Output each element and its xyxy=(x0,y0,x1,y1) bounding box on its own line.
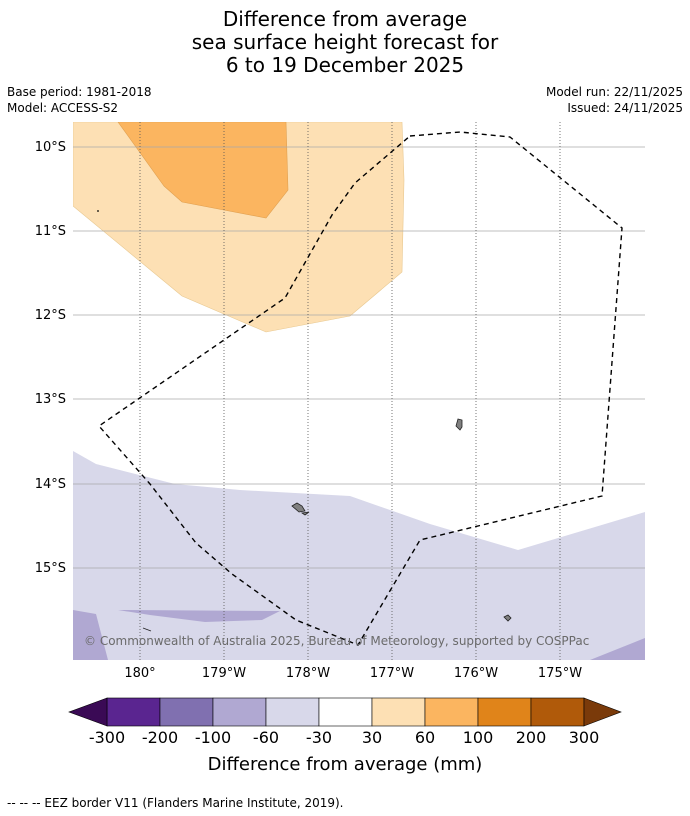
lat-label-15s: 15°S xyxy=(35,561,66,576)
issued-date: Issued: 24/11/2025 xyxy=(567,101,683,115)
island-1 xyxy=(455,418,463,431)
island-2 xyxy=(291,502,306,513)
colorbar-swatch-2 xyxy=(212,697,267,727)
colorbar-tick-6: 60 xyxy=(415,728,435,747)
colorbar-swatch-0 xyxy=(106,697,161,727)
colorbar-tick-4: -30 xyxy=(306,728,332,747)
map-panel: © Commonwealth of Australia 2025, Bureau… xyxy=(73,122,645,660)
colorbar-tick-3: -60 xyxy=(253,728,279,747)
lon-label-177w: 177°W xyxy=(370,666,414,681)
lon-label-180: 180° xyxy=(124,666,155,681)
model-run: Model run: 22/11/2025 xyxy=(545,85,683,99)
lat-labels: 10°S 11°S 12°S 13°S 14°S 15°S xyxy=(35,140,66,576)
lon-label-179w: 179°W xyxy=(202,666,246,681)
lat-label-13s: 13°S xyxy=(35,392,66,407)
colorbar-swatch-7 xyxy=(477,697,532,727)
gridlines xyxy=(73,122,645,660)
lon-labels: 180° 179°W 178°W 177°W 176°W 175°W xyxy=(124,666,582,681)
copyright-watermark: © Commonwealth of Australia 2025, Bureau… xyxy=(84,634,589,648)
colorbar-tick-7: 100 xyxy=(463,728,494,747)
lon-label-178w: 178°W xyxy=(286,666,330,681)
chart-title: Difference from average sea surface heig… xyxy=(0,8,690,77)
meta-left: Base period: 1981-2018 Model: ACCESS-S2 xyxy=(7,84,152,116)
colorbar-tick-8: 200 xyxy=(516,728,547,747)
lon-label-176w: 176°W xyxy=(454,666,498,681)
base-period: Base period: 1981-2018 xyxy=(7,85,152,99)
colorbar-swatch-5 xyxy=(371,697,426,727)
colorbar-extend-low xyxy=(68,697,108,727)
island-3 xyxy=(300,511,310,516)
region-neg-60-100-c xyxy=(590,638,645,660)
lat-label-10s: 10°S xyxy=(35,140,66,155)
colorbar-tick-0: -300 xyxy=(89,728,125,747)
colorbar-tick-2: -100 xyxy=(195,728,231,747)
title-line-1: Difference from average xyxy=(222,7,468,31)
colorbar-label: Difference from average (mm) xyxy=(208,754,483,775)
island-4 xyxy=(503,614,512,622)
colorbar-tick-1: -200 xyxy=(142,728,178,747)
region-neg-30-60 xyxy=(73,451,645,660)
island-5 xyxy=(97,210,99,212)
colorbar-swatch-6 xyxy=(424,697,479,727)
lat-label-11s: 11°S xyxy=(35,224,66,239)
model-name: Model: ACCESS-S2 xyxy=(7,101,119,115)
colorbar-tick-9: 300 xyxy=(569,728,600,747)
colorbar-extend-high xyxy=(583,697,622,727)
colorbar-tick-5: 30 xyxy=(362,728,382,747)
island-6 xyxy=(142,627,152,632)
colorbar-ticks: -300 -200 -100 -60 -30 30 60 100 200 300 xyxy=(89,728,599,747)
colorbar-swatch-4 xyxy=(318,697,373,727)
colorbar xyxy=(68,697,622,727)
region-neg-60-100-b xyxy=(118,610,280,622)
colorbar-swatch-1 xyxy=(159,697,214,727)
meta-right: Model run: 22/11/2025 Issued: 24/11/2025 xyxy=(546,84,683,116)
lat-label-14s: 14°S xyxy=(35,477,66,492)
islands xyxy=(97,210,512,632)
region-60-100 xyxy=(117,122,289,219)
eez-legend: -- -- -- EEZ border V11 (Flanders Marine… xyxy=(7,796,344,810)
region-neg-60-100-a xyxy=(73,610,108,660)
lon-label-175w: 175°W xyxy=(538,666,582,681)
title-line-2: sea surface height forecast for xyxy=(191,30,499,54)
colorbar-swatch-8 xyxy=(530,697,585,727)
title-line-3: 6 to 19 December 2025 xyxy=(225,53,465,77)
colorbar-swatch-3 xyxy=(265,697,320,727)
lat-label-12s: 12°S xyxy=(35,308,66,323)
eez-border xyxy=(97,131,623,646)
